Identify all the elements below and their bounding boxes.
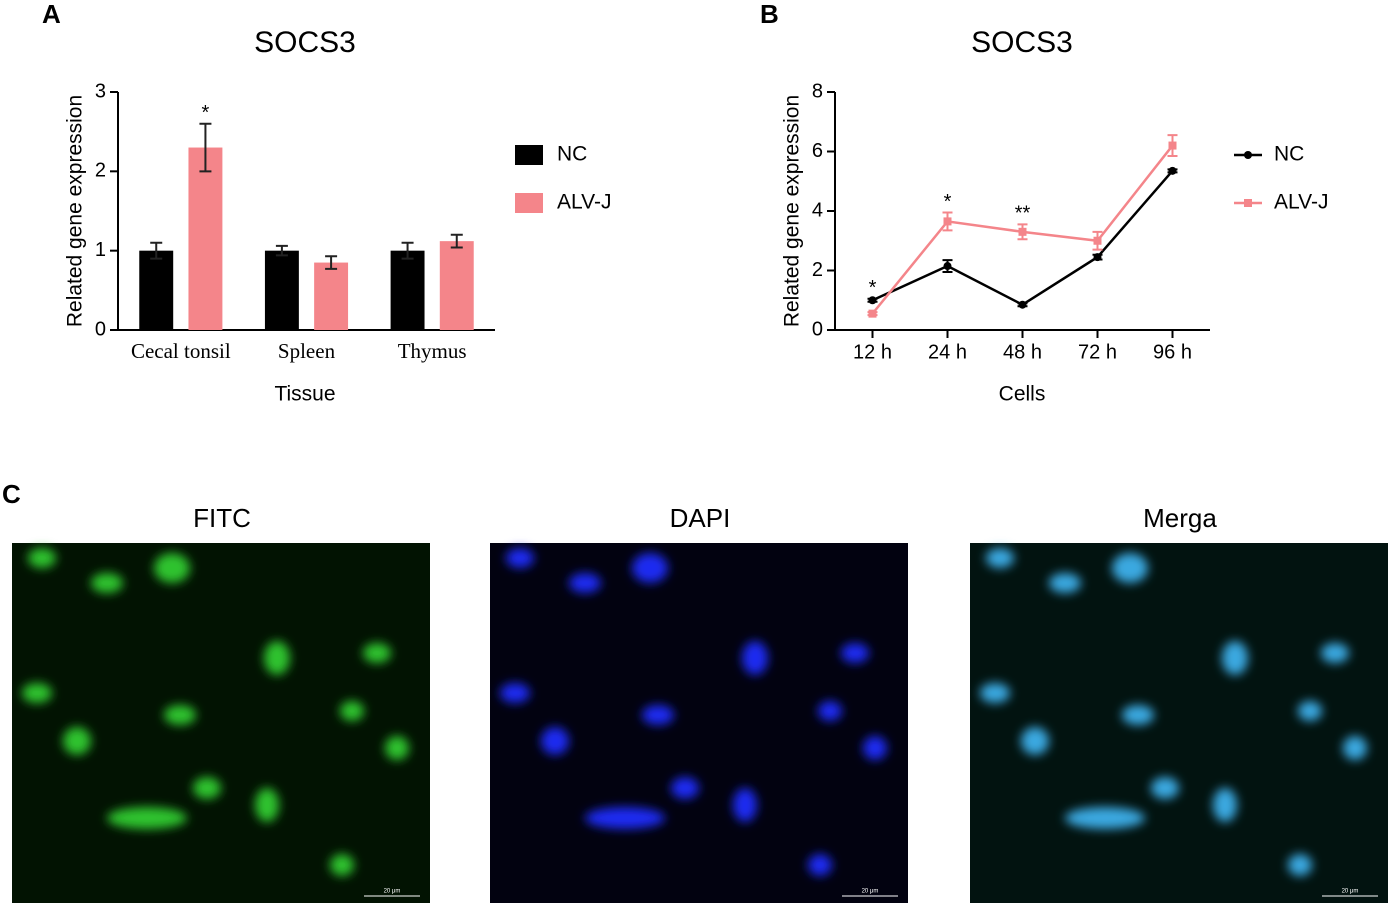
panel-label: A: [42, 0, 61, 29]
y-tick-label: 4: [812, 199, 823, 221]
x-tick-label: 24 h: [928, 341, 967, 363]
image-title: Merga: [1143, 503, 1217, 533]
bar: [188, 147, 223, 330]
x-tick-label: 72 h: [1078, 341, 1117, 363]
marker: [1093, 236, 1102, 245]
x-axis-label: Tissue: [274, 383, 335, 406]
scale-bar-label: 20 μm: [1342, 889, 1359, 895]
legend-swatch: [515, 193, 543, 213]
error-bar: [450, 233, 463, 249]
marker: [943, 217, 952, 226]
legend-marker: [1244, 151, 1252, 159]
marker: [1168, 166, 1177, 175]
y-tick-label: 0: [812, 318, 823, 340]
error-bar: [325, 255, 338, 270]
y-tick-label: 8: [812, 80, 823, 102]
y-tick-label: 3: [95, 80, 106, 102]
y-axis-label: Related gene expression: [64, 95, 87, 327]
x-axis-label: Cells: [999, 383, 1046, 406]
y-axis-label: Related gene expression: [781, 95, 804, 327]
x-tick-label: Thymus: [398, 339, 467, 363]
legend-label: ALV-J: [557, 191, 611, 214]
image-title: FITC: [193, 503, 251, 533]
x-tick-label: 96 h: [1153, 341, 1192, 363]
bar: [439, 241, 474, 330]
annotation: *: [944, 191, 952, 213]
marker: [1018, 300, 1027, 309]
annotation: *: [869, 277, 877, 299]
legend-label: NC: [1274, 143, 1304, 166]
y-tick-label: 6: [812, 140, 823, 162]
legend-marker: [1244, 199, 1252, 207]
error-bar: [275, 244, 288, 257]
error-bar: [401, 241, 414, 260]
marker: [868, 309, 877, 318]
merge-image: 20 μm: [970, 543, 1388, 903]
bar: [264, 250, 299, 330]
x-tick-label: 48 h: [1003, 341, 1042, 363]
annotation: *: [202, 102, 210, 124]
legend-label: NC: [557, 143, 587, 166]
scale-bar-label: 20 μm: [384, 889, 401, 895]
marker: [1168, 141, 1177, 150]
marker: [943, 262, 952, 271]
dapi-image: 20 μm: [490, 543, 908, 903]
x-tick-label: Spleen: [278, 339, 336, 363]
y-tick-label: 0: [95, 318, 106, 340]
x-tick-label: 12 h: [853, 341, 892, 363]
marker: [1018, 227, 1027, 236]
marker: [868, 296, 877, 305]
error-bar: [150, 241, 163, 260]
panel-label: C: [2, 479, 21, 509]
bar: [314, 262, 349, 330]
marker: [1093, 253, 1102, 262]
y-tick-label: 2: [95, 160, 106, 182]
legend-swatch: [515, 145, 543, 165]
bar: [139, 250, 174, 330]
annotation: **: [1015, 203, 1031, 225]
scale-bar-label: 20 μm: [862, 889, 879, 895]
chart-title: SOCS3: [971, 26, 1073, 59]
image-title: DAPI: [670, 503, 731, 533]
bar: [390, 250, 425, 330]
chart-title: SOCS3: [254, 26, 356, 59]
fitc-image: 20 μm: [12, 543, 430, 903]
y-tick-label: 2: [812, 259, 823, 281]
panel-label: B: [760, 0, 779, 29]
y-tick-label: 1: [95, 239, 106, 261]
x-tick-label: Cecal tonsil: [131, 339, 231, 363]
error-bar: [199, 122, 212, 173]
legend-label: ALV-J: [1274, 191, 1328, 214]
